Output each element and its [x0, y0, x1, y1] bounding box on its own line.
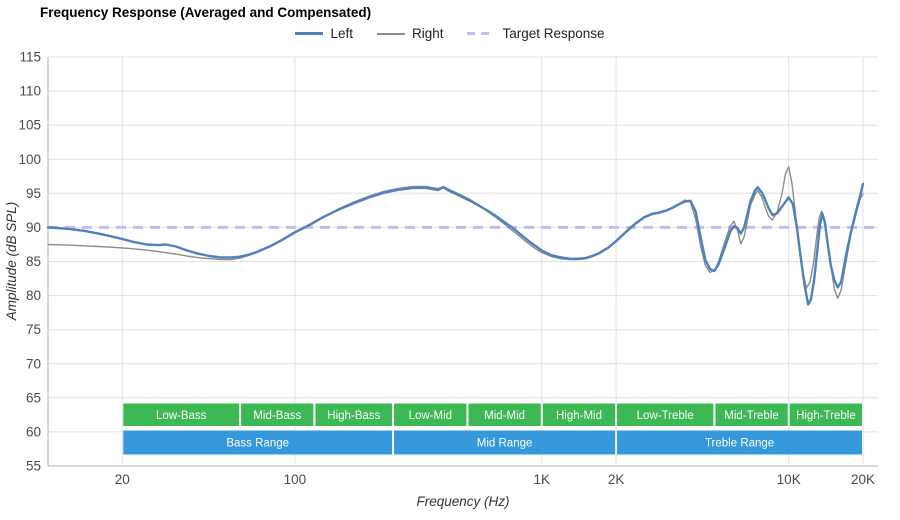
legend-label-target: Target Response [502, 26, 605, 41]
legend-item-left[interactable]: Left [295, 26, 353, 41]
svg-text:Mid-Treble: Mid-Treble [724, 410, 779, 422]
sub-band-row: Low-Bass Mid-Bass High-Bass Low-Mid Mid-Mid H… [123, 403, 862, 426]
svg-text:95: 95 [26, 186, 41, 201]
svg-text:High-Mid: High-Mid [556, 410, 602, 422]
svg-text:90: 90 [26, 220, 41, 235]
series-line-left [46, 182, 865, 306]
svg-text:85: 85 [26, 254, 41, 269]
svg-text:Treble Range: Treble Range [705, 438, 774, 450]
svg-text:High-Bass: High-Bass [327, 410, 380, 422]
main-band-row: Bass Range Mid Range Treble Range [123, 430, 862, 455]
svg-text:Mid-Bass: Mid-Bass [253, 410, 301, 422]
svg-text:20: 20 [115, 472, 130, 487]
svg-text:High-Treble: High-Treble [796, 410, 856, 422]
svg-text:100: 100 [18, 152, 41, 167]
right-line-swatch-icon [376, 32, 405, 35]
left-line-swatch-icon [295, 32, 324, 35]
svg-text:115: 115 [19, 50, 41, 65]
svg-text:80: 80 [26, 288, 41, 303]
page-title: Frequency Response (Averaged and Compens… [40, 5, 372, 20]
svg-text:Low-Treble: Low-Treble [637, 410, 694, 422]
legend-item-right[interactable]: Right [376, 26, 444, 41]
svg-text:110: 110 [19, 84, 41, 99]
target-line-swatch-icon [467, 32, 496, 35]
svg-text:65: 65 [26, 390, 41, 405]
svg-text:Low-Bass: Low-Bass [156, 410, 207, 422]
svg-text:Low-Mid: Low-Mid [409, 410, 452, 422]
svg-text:Mid-Mid: Mid-Mid [484, 410, 525, 422]
svg-text:60: 60 [26, 424, 41, 439]
svg-text:105: 105 [18, 118, 41, 133]
svg-text:2K: 2K [608, 472, 625, 487]
svg-text:Mid Range: Mid Range [477, 438, 533, 450]
svg-text:20K: 20K [851, 472, 875, 487]
legend-label-left: Left [330, 26, 353, 41]
svg-text:75: 75 [26, 322, 41, 337]
legend-label-right: Right [411, 26, 444, 41]
x-axis-title: Frequency (Hz) [416, 494, 510, 509]
svg-text:1K: 1K [534, 472, 551, 487]
svg-text:Bass Range: Bass Range [226, 438, 289, 450]
svg-text:70: 70 [26, 356, 41, 371]
legend-item-target[interactable]: Target Response [467, 26, 605, 41]
svg-text:100: 100 [284, 472, 307, 487]
legend: Left Right Target Response [0, 26, 900, 41]
svg-text:10K: 10K [777, 472, 801, 487]
svg-text:55: 55 [26, 459, 41, 474]
